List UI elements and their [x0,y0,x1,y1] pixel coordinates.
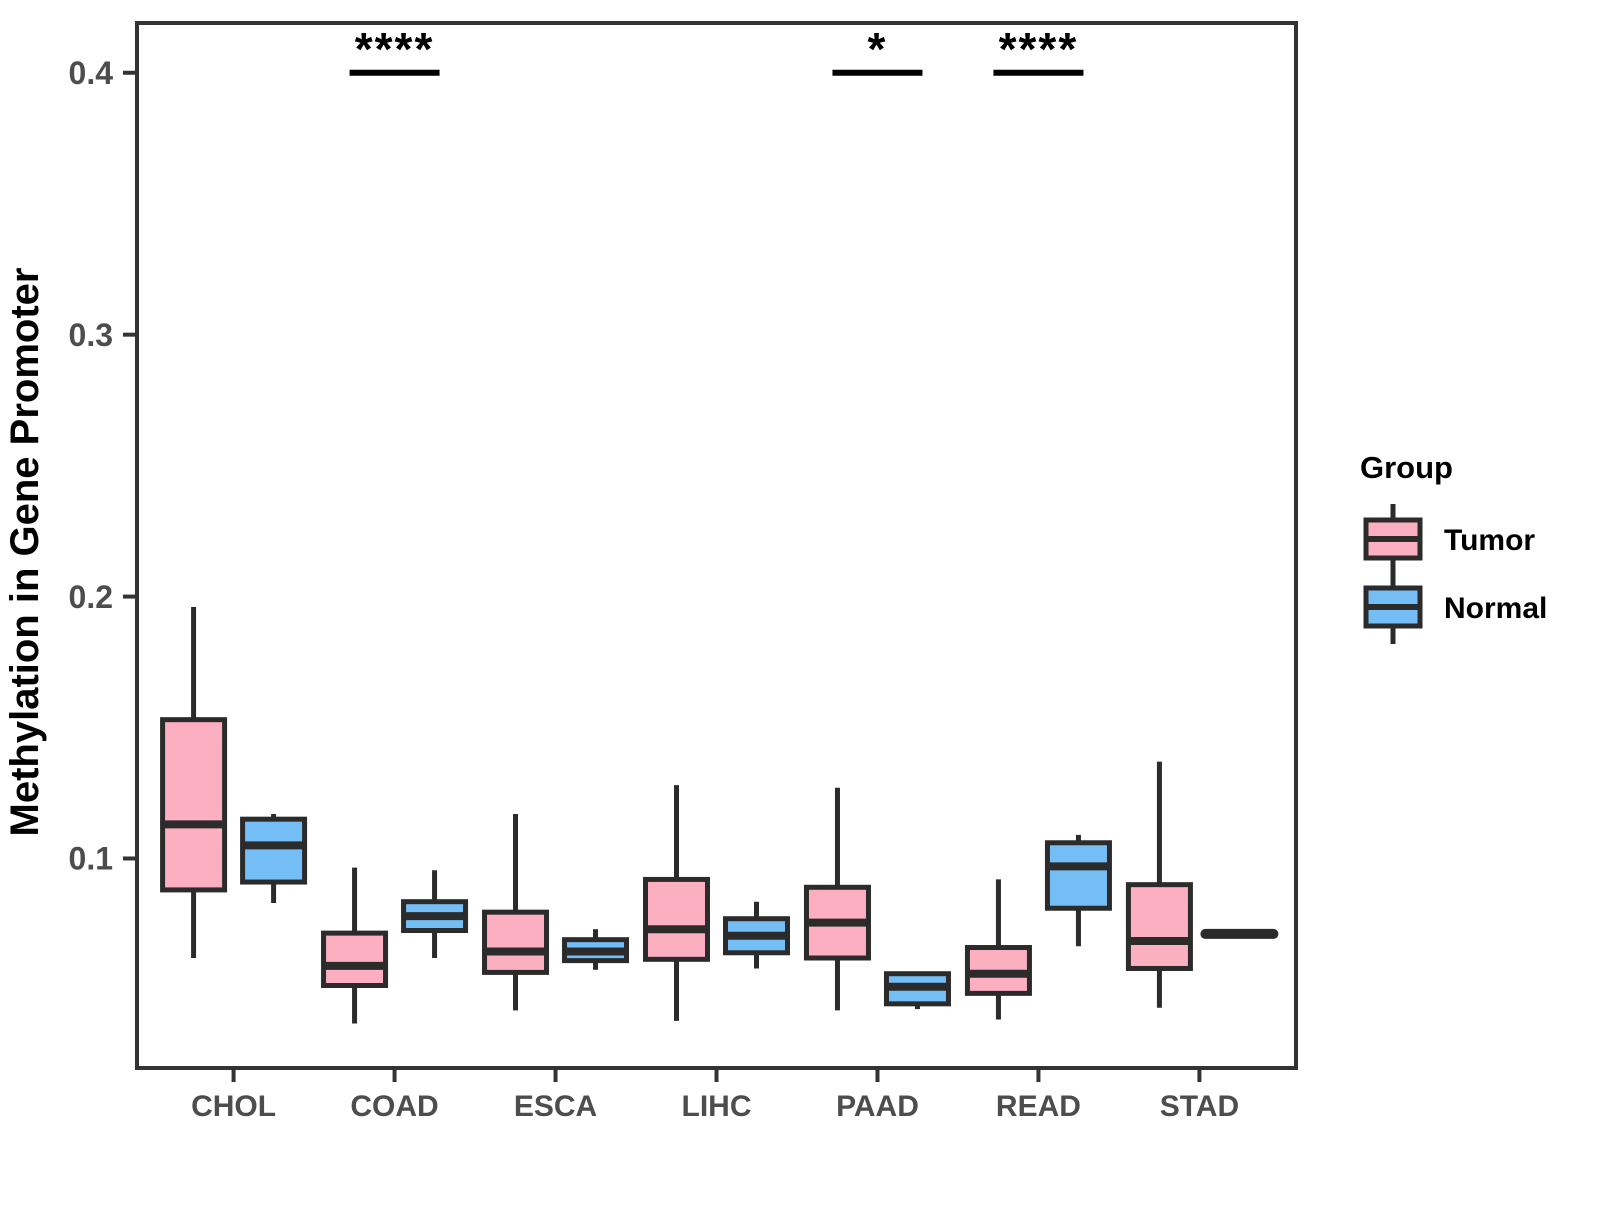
legend-label-normal: Normal [1444,592,1547,625]
boxplot-box-tumor-COAD [321,930,389,988]
plot-panel [135,21,1298,1070]
boxplot-box-normal-CHOL [240,816,308,885]
significance-label-READ: **** [999,23,1079,75]
legend-item-tumor: Tumor [1363,504,1535,576]
significance-label-PAAD: * [868,23,888,75]
legend: Group Tumor Normal [1360,450,1547,644]
legend-item-normal: Normal [1363,572,1547,644]
tumor-boxplot-icon [1363,504,1423,576]
x-tick-label-ESCA: ESCA [514,1090,597,1123]
boxplot-box-tumor-STAD [1125,882,1193,971]
x-tick-label-READ: READ [996,1090,1081,1123]
legend-title: Group [1360,450,1453,485]
boxplot-box-tumor-CHOL [160,717,228,893]
legend-label-tumor: Tumor [1444,524,1535,557]
y-tick-label-0.4: 0.4 [69,55,114,91]
y-axis-title: Methylation in Gene Promoter [3,268,47,837]
x-tick-label-STAD: STAD [1160,1090,1239,1123]
x-tick-label-LIHC: LIHC [682,1090,752,1123]
y-tick-label-0.2: 0.2 [69,579,113,615]
boxplot-box-tumor-LIHC [643,876,710,962]
x-tick-label-CHOL: CHOL [191,1090,276,1123]
y-tick-label-0.3: 0.3 [69,317,113,353]
boxplot-box-normal-READ [1044,840,1112,911]
significance-label-COAD: **** [355,23,435,75]
x-tick-label-COAD: COAD [350,1090,438,1123]
x-tick-label-PAAD: PAAD [836,1090,919,1123]
boxplot-box-tumor-ESCA [482,909,550,975]
y-tick-label-0.1: 0.1 [69,841,113,877]
normal-boxplot-icon [1363,572,1423,644]
